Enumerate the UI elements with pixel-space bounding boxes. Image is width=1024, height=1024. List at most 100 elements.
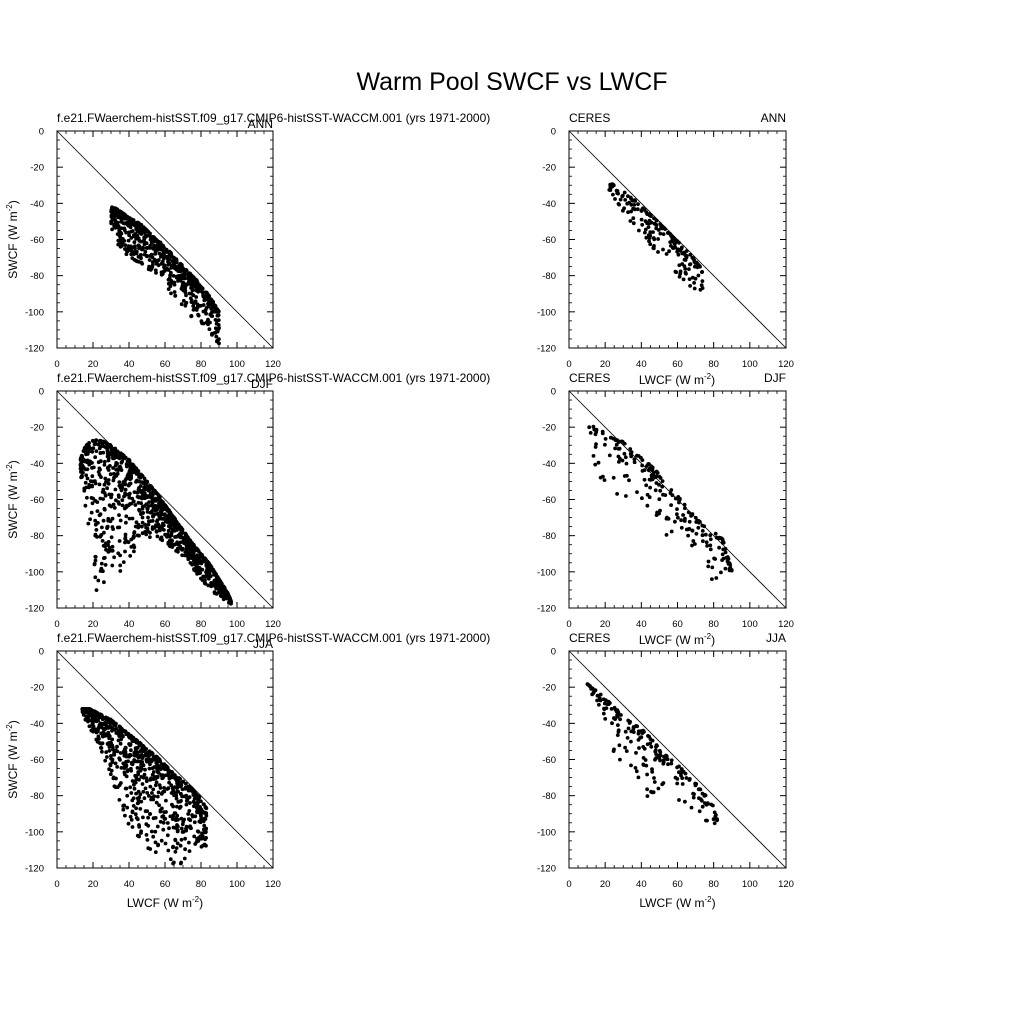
data-point <box>210 305 214 310</box>
data-point <box>132 240 137 245</box>
data-point <box>669 488 674 492</box>
data-point <box>692 286 697 291</box>
data-point <box>671 246 676 250</box>
data-point <box>127 458 132 463</box>
x-axis-label-unit: -2 <box>704 895 712 904</box>
x-tick-label: 40 <box>124 359 135 370</box>
data-point <box>712 556 716 561</box>
data-point <box>591 454 596 458</box>
plot-frame <box>568 130 787 349</box>
data-point <box>622 451 627 456</box>
data-points <box>78 438 233 606</box>
panel-left-title: f.e21.FWaerchem-histSST.f09_g17.CMIP6-hi… <box>57 111 490 125</box>
data-point <box>661 492 665 497</box>
data-point <box>93 438 98 443</box>
data-point <box>119 737 123 742</box>
data-point <box>143 493 148 498</box>
data-point <box>668 232 673 236</box>
data-point <box>141 749 145 754</box>
data-point <box>645 742 650 747</box>
data-point <box>135 533 140 538</box>
data-point <box>144 246 149 250</box>
data-point <box>84 452 88 457</box>
data-point <box>200 554 205 559</box>
data-point <box>148 784 153 789</box>
data-point <box>86 719 90 724</box>
data-point <box>167 826 171 831</box>
data-point <box>667 249 671 254</box>
x-axis-label-unit: -2 <box>192 895 200 904</box>
data-point <box>202 818 206 822</box>
data-point <box>153 776 158 781</box>
panel-left-title: CERES <box>569 371 610 385</box>
data-point <box>590 686 595 691</box>
data-point <box>216 585 221 590</box>
y-axis-label-unit: -2 <box>5 724 14 732</box>
data-point <box>165 821 170 825</box>
data-point <box>641 762 646 767</box>
data-point <box>620 458 625 463</box>
data-point <box>121 221 126 226</box>
data-point <box>650 770 655 774</box>
data-point <box>165 266 169 271</box>
data-point <box>649 744 654 749</box>
data-point <box>626 726 631 731</box>
y-axis-label-close: ) <box>6 460 20 464</box>
data-point <box>703 801 707 805</box>
data-point <box>166 516 170 521</box>
panel-left-title: f.e21.FWaerchem-histSST.f09_g17.CMIP6-hi… <box>57 631 490 645</box>
data-point <box>198 805 203 810</box>
data-point <box>98 438 102 443</box>
data-point <box>81 449 86 453</box>
data-point <box>118 240 123 245</box>
x-tick-label: 80 <box>708 879 719 890</box>
data-point <box>181 779 186 784</box>
data-point <box>90 501 95 506</box>
data-point <box>204 843 208 848</box>
data-point <box>99 561 104 566</box>
data-point <box>160 766 164 770</box>
data-point <box>654 469 659 474</box>
data-point <box>153 840 158 845</box>
data-point <box>113 761 118 766</box>
data-point <box>178 546 183 551</box>
data-point <box>157 514 162 519</box>
data-point <box>85 476 90 481</box>
data-point <box>169 291 173 296</box>
y-tick-label: -120 <box>537 864 556 875</box>
data-point <box>658 222 663 226</box>
data-point <box>688 284 692 288</box>
data-point <box>126 503 131 508</box>
data-point <box>126 216 131 221</box>
data-point <box>156 843 160 848</box>
data-point <box>161 269 166 274</box>
data-point <box>167 276 172 280</box>
data-point <box>146 522 151 527</box>
data-point <box>156 790 161 795</box>
data-point <box>150 772 155 777</box>
data-point <box>100 525 104 530</box>
data-point <box>166 507 171 512</box>
data-point <box>119 488 124 493</box>
x-tick-label: 120 <box>778 879 794 890</box>
data-point <box>132 234 137 239</box>
data-point <box>158 245 163 250</box>
data-point <box>656 753 661 758</box>
x-axis-label-close: ) <box>711 633 715 647</box>
data-point <box>93 555 98 559</box>
data-point <box>132 549 136 554</box>
x-tick-label: 80 <box>708 359 719 370</box>
x-tick-label: 20 <box>600 879 611 890</box>
data-point <box>693 542 697 546</box>
data-points <box>109 205 221 346</box>
data-point <box>83 480 88 485</box>
data-point <box>622 474 627 478</box>
data-point <box>134 791 139 796</box>
data-point <box>126 540 131 545</box>
data-point <box>141 789 146 794</box>
data-point <box>174 521 179 525</box>
data-point <box>640 222 645 227</box>
data-point <box>182 817 187 822</box>
data-point <box>651 230 655 235</box>
